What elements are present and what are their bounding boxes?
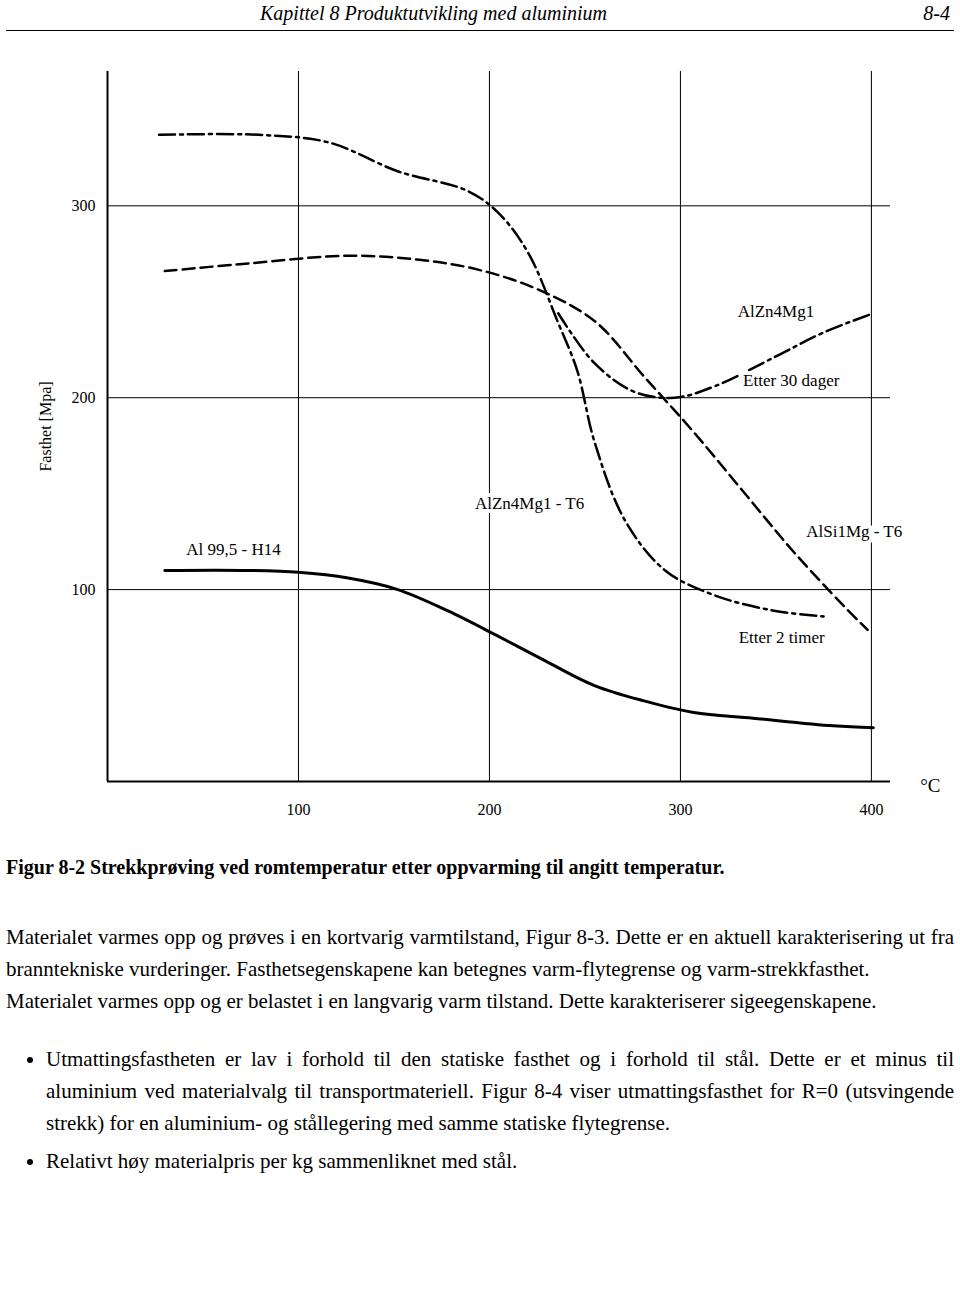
html-text:Materialet varmes opp og er be: Materialet varmes opp og er belastet i e… — [6, 989, 877, 1013]
html-text:Materialet varmes opp og prøve: Materialet varmes opp og prøves i en kor… — [6, 925, 954, 981]
svg-text:Fasthet [Mpa]: Fasthet [Mpa] — [37, 381, 55, 471]
svg-text:Etter 30 dager: Etter 30 dager — [743, 371, 840, 390]
svg-text:Al 99,5 - H14: Al 99,5 - H14 — [186, 540, 281, 559]
svg-text:200: 200 — [72, 389, 96, 406]
html-text:Figur 8-2 Strekkprøving ved ro: Figur 8-2 Strekkprøving ved romtemperatu… — [6, 856, 725, 878]
svg-text:Etter 2 timer: Etter 2 timer — [739, 628, 825, 647]
html-text:8-4: 8-4 — [923, 2, 950, 24]
svg-text:AlZn4Mg1 - T6: AlZn4Mg1 - T6 — [475, 494, 584, 513]
html-text:Kapittel 8 Produktutvikling me: Kapittel 8 Produktutvikling med aluminiu… — [260, 2, 607, 24]
svg-text:100: 100 — [72, 581, 96, 598]
svg-text:°C: °C — [920, 775, 940, 796]
svg-text:100: 100 — [286, 801, 310, 818]
html-text:Relativt høy materialpris per: Relativt høy materialpris per kg sammenl… — [46, 1149, 518, 1173]
svg-text:300: 300 — [72, 197, 96, 214]
svg-text:AlSi1Mg - T6: AlSi1Mg - T6 — [806, 522, 902, 541]
svg-text:400: 400 — [859, 801, 883, 818]
svg-text:300: 300 — [668, 801, 692, 818]
svg-text:AlZn4Mg1: AlZn4Mg1 — [738, 302, 815, 321]
svg-text:200: 200 — [477, 801, 501, 818]
html-text:Utmattingsfastheten er lav i f: Utmattingsfastheten er lav i forhold til… — [46, 1047, 954, 1135]
